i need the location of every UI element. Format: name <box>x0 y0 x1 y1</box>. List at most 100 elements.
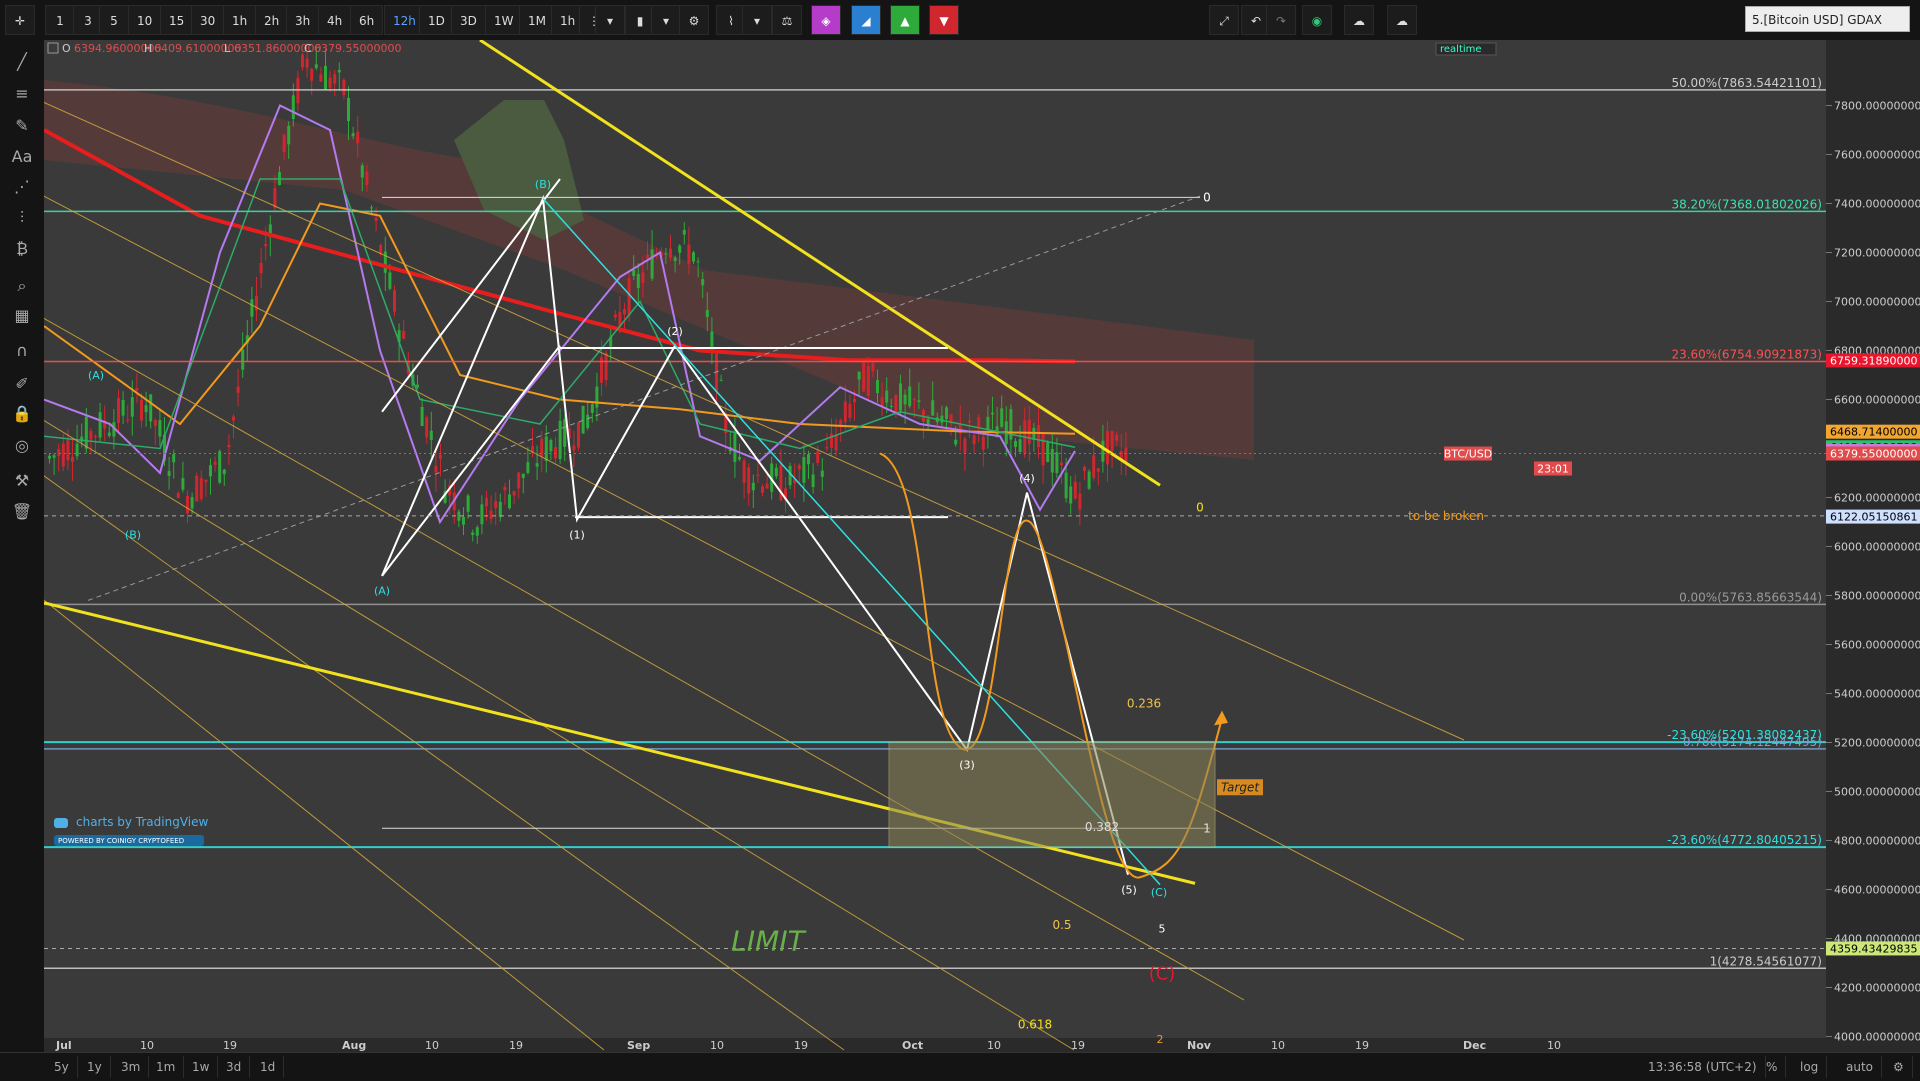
candle-body <box>333 74 337 84</box>
compare-icon[interactable]: ⚖ <box>772 5 802 35</box>
interval-1m-button[interactable]: 1M <box>519 5 555 35</box>
pattern-tool-icon[interactable]: ⋰ <box>14 177 30 196</box>
countdown-label: 23:01 <box>1537 463 1569 476</box>
range-5y-button[interactable]: 5y <box>46 1056 78 1078</box>
settings-icon[interactable]: ⚙ <box>679 5 709 35</box>
interval-15-button[interactable]: 15 <box>160 5 194 35</box>
hide-icon[interactable]: ◎ <box>15 436 29 455</box>
candle-body <box>756 474 760 477</box>
candle-body <box>89 431 93 440</box>
fan-line <box>44 317 1245 1001</box>
candle-body <box>945 407 948 419</box>
candle-body <box>788 465 792 486</box>
price-chart[interactable]: 4000.000000004200.000000004400.000000004… <box>44 40 1920 1052</box>
realtime-label: realtime <box>1440 44 1482 55</box>
interval-5-button[interactable]: 5 <box>99 5 129 35</box>
auto-toggle[interactable]: auto <box>1838 1056 1883 1078</box>
interval-1d-button[interactable]: 1D <box>419 5 454 35</box>
x-tick-label: 10 <box>1547 1039 1561 1052</box>
candle-body <box>75 443 79 457</box>
redo-icon[interactable]: ↷ <box>1266 5 1296 35</box>
interval-30-button[interactable]: 30 <box>191 5 225 35</box>
range-1d-button[interactable]: 1d <box>252 1056 285 1078</box>
indicators-icon[interactable]: ⌇ <box>716 5 746 35</box>
log-toggle[interactable]: log <box>1792 1056 1828 1078</box>
candle-body <box>1069 486 1073 504</box>
candle-body <box>485 497 488 507</box>
measure-icon[interactable]: ▦ <box>14 306 30 325</box>
candle-body <box>590 404 594 413</box>
interval-3-button[interactable]: 3 <box>73 5 103 35</box>
candle-body <box>572 445 576 451</box>
candle-body <box>1041 433 1045 466</box>
interval-4h-button[interactable]: 4h <box>318 5 352 35</box>
fan-line <box>44 599 605 1051</box>
interval-3h-button[interactable]: 3h <box>286 5 320 35</box>
cloud-upload-icon[interactable]: ☁ <box>1387 5 1417 35</box>
candle-body <box>1060 462 1063 466</box>
interval-1w-button[interactable]: 1W <box>485 5 523 35</box>
lock-drawing-icon[interactable]: ✐ <box>15 374 29 393</box>
candle-body <box>393 290 396 312</box>
fullscreen-icon[interactable]: ⤢ <box>1209 5 1239 35</box>
candle-body <box>774 467 778 477</box>
ichimoku-cloud <box>44 80 1254 460</box>
candle-body <box>494 500 498 509</box>
candle-body <box>117 398 120 423</box>
candle-body <box>1055 452 1059 473</box>
x-tick-label: Aug <box>342 1039 366 1052</box>
ohlc-legend-text: 6409.61000000 <box>154 42 241 55</box>
candle-body <box>843 401 847 423</box>
candle-body <box>853 399 856 403</box>
zoom-icon[interactable]: ⌕ <box>17 276 27 295</box>
candle-body <box>636 273 640 288</box>
collapse-legend-icon[interactable] <box>47 42 59 54</box>
text-tool-icon[interactable]: Aa <box>11 147 33 166</box>
fib-tool-icon[interactable]: ⫶ <box>19 208 24 227</box>
candle-body <box>931 400 935 416</box>
interval-6h-button[interactable]: 6h <box>350 5 384 35</box>
candle-body <box>797 465 801 470</box>
interval-2h-button[interactable]: 2h <box>255 5 289 35</box>
candle-body <box>163 434 166 461</box>
interval-1h-button[interactable]: 1h <box>223 5 257 35</box>
interval-12h-button[interactable]: 12h <box>384 5 425 35</box>
bitcoin-icon[interactable]: ₿ <box>16 239 28 258</box>
crosshair-icon[interactable]: ✛ <box>5 5 35 35</box>
candle-body <box>687 244 691 264</box>
range-1y-button[interactable]: 1y <box>79 1056 111 1078</box>
cube-icon[interactable]: ◈ <box>811 5 841 35</box>
buy-icon[interactable]: ▲ <box>890 5 920 35</box>
range-1w-button[interactable]: 1w <box>184 1056 219 1078</box>
brush-tool-icon[interactable]: ✎ <box>15 116 29 135</box>
broadcast-icon[interactable]: ◢ <box>851 5 881 35</box>
chart-settings-icon[interactable]: ⚙ <box>1885 1056 1913 1078</box>
remove-tools-icon[interactable]: ⚒ <box>14 471 30 490</box>
range-1m-button[interactable]: 1m <box>148 1056 185 1078</box>
lock-icon[interactable]: 🔒 <box>12 404 32 423</box>
price-axis <box>1826 40 1920 1052</box>
interval-3d-button[interactable]: 3D <box>451 5 486 35</box>
interval-1h-button[interactable]: 1h <box>551 5 585 35</box>
fan-level-label: 0 <box>1196 500 1204 514</box>
interval-10-button[interactable]: 10 <box>128 5 162 35</box>
dropdown-icon[interactable]: ▾ <box>595 5 625 35</box>
range-3d-button[interactable]: 3d <box>218 1056 251 1078</box>
camera-icon[interactable]: ◉ <box>1302 5 1332 35</box>
magnet-icon[interactable]: ∩ <box>16 341 28 360</box>
candle-body <box>742 460 746 483</box>
trash-icon[interactable]: 🗑 <box>11 502 33 521</box>
range-3m-button[interactable]: 3m <box>113 1056 150 1078</box>
candle-body <box>126 419 130 421</box>
candle-body <box>1018 439 1022 453</box>
symbol-input[interactable]: 5.[Bitcoin USD] GDAX 12... <box>1745 6 1910 53</box>
sell-icon[interactable]: ▼ <box>929 5 959 35</box>
percent-toggle[interactable]: % <box>1758 1056 1787 1078</box>
dropdown-icon[interactable]: ▾ <box>742 5 772 35</box>
interval-1-button[interactable]: 1 <box>45 5 75 35</box>
candle-body <box>802 457 806 483</box>
line-tool-icon[interactable]: ╱ <box>17 52 27 71</box>
dropdown-icon[interactable]: ▾ <box>651 5 681 35</box>
hline-tool-icon[interactable]: ≡ <box>15 84 29 103</box>
cloud-download-icon[interactable]: ☁ <box>1344 5 1374 35</box>
